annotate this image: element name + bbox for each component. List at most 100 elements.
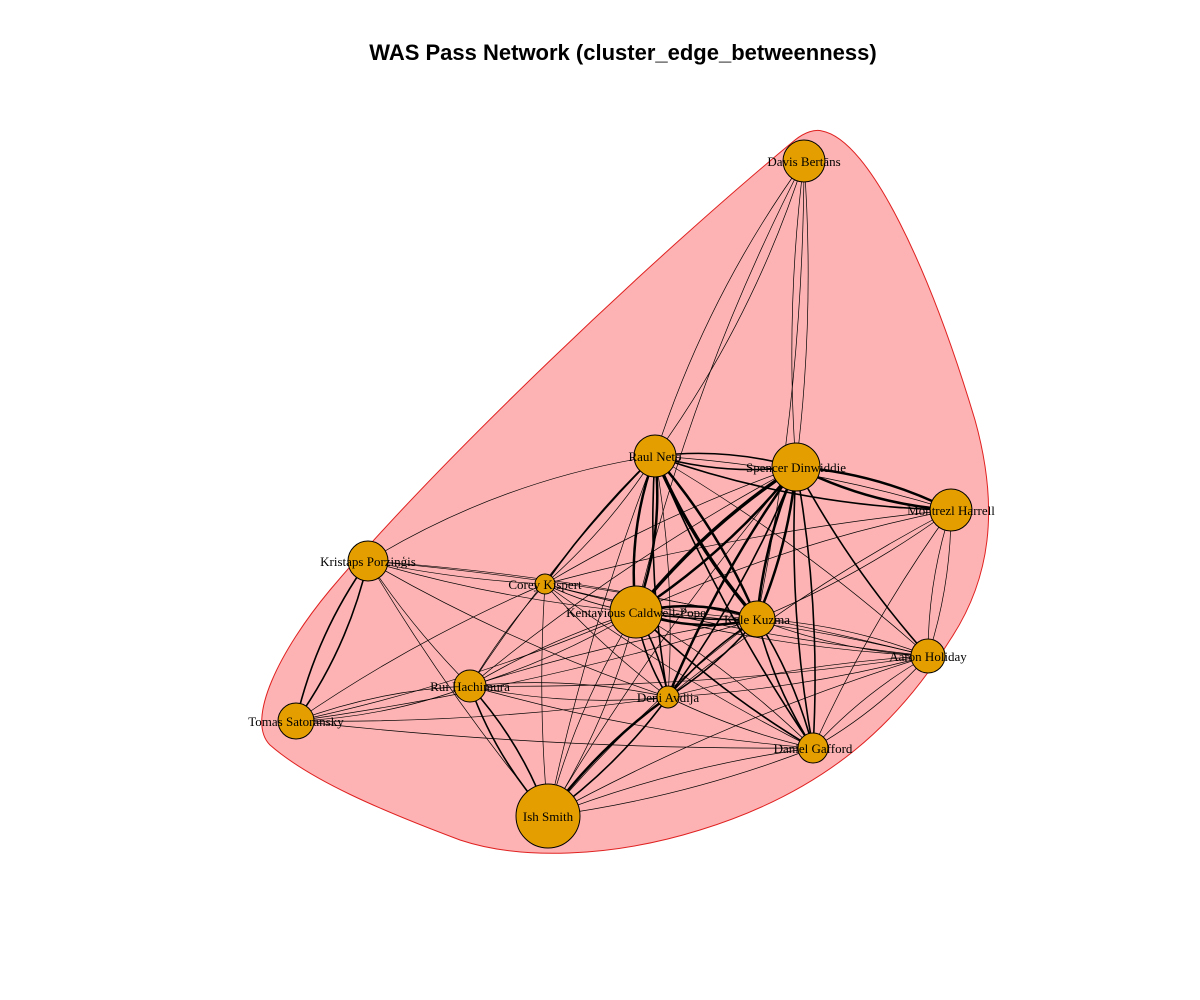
edge-bertans-neto — [654, 160, 805, 457]
edge-neto-smith — [547, 455, 656, 817]
edge-harrell-kuzma — [756, 509, 952, 620]
node-smith — [515, 783, 581, 849]
node-circle-bertans — [782, 139, 826, 183]
edge-dinwiddie-kispert — [544, 466, 797, 585]
node-label-porzingis: Kristaps Porziņģis — [320, 554, 416, 569]
edge-harrell-gafford — [812, 509, 952, 749]
node-layer: Davis Bertāns Raul Neto Spencer Dinwiddie M… — [248, 139, 995, 849]
node-circle-neto — [633, 434, 677, 478]
edge-harrell-kispert — [544, 509, 952, 585]
edge-dinwiddie-gafford — [795, 466, 816, 749]
node-label-kuzma: Kyle Kuzma — [724, 612, 790, 627]
node-label-kispert: Corey Kispert — [508, 577, 582, 592]
node-circle-holiday — [910, 638, 946, 674]
node-label-gafford: Daniel Gafford — [774, 741, 853, 756]
node-satoransky — [277, 702, 315, 740]
edge-kispert-gafford — [544, 583, 814, 749]
node-hachimura — [453, 669, 487, 703]
edge-harrell-kcp — [635, 509, 952, 613]
node-circle-kispert — [534, 573, 556, 595]
node-label-harrell: Montrezl Harrell — [907, 503, 995, 518]
edge-neto-holiday — [654, 455, 929, 657]
edge-porzingis-kispert — [367, 560, 546, 585]
node-label-satoransky: Tomas Satoransky — [248, 714, 344, 729]
node-harrell — [929, 488, 973, 532]
edge-dinwiddie-gafford — [793, 466, 814, 749]
node-circle-kuzma — [738, 600, 776, 638]
node-holiday — [910, 638, 946, 674]
edge-hachimura-gafford — [469, 685, 814, 749]
node-kispert — [534, 573, 556, 595]
node-label-holiday: Aaron Holiday — [889, 649, 967, 664]
edge-neto-hachimura — [469, 455, 656, 687]
node-label-smith: Ish Smith — [523, 809, 574, 824]
edge-bertans-kuzma — [756, 160, 805, 620]
edge-gafford-smith — [547, 747, 814, 817]
edge-dinwiddie-kcp — [634, 465, 798, 614]
edge-neto-porzingis — [367, 455, 656, 562]
edge-satoransky-kuzma — [295, 618, 758, 722]
edge-kcp-holiday — [635, 611, 929, 657]
edge-kuzma-holiday — [756, 618, 929, 657]
edge-porzingis-satoransky — [295, 560, 369, 722]
node-gafford — [797, 732, 829, 764]
node-kuzma — [738, 600, 776, 638]
edge-gafford-smith — [547, 747, 814, 817]
cluster-hull — [261, 129, 990, 854]
edge-kispert-holiday — [544, 583, 929, 657]
node-label-dinwiddie: Spencer Dinwiddie — [746, 460, 846, 475]
node-circle-kcp — [609, 585, 663, 639]
node-circle-avdija — [656, 685, 680, 709]
edge-avdija-holiday — [667, 655, 929, 698]
edge-kcp-gafford — [635, 611, 814, 749]
edge-avdija-holiday — [667, 655, 929, 698]
node-label-avdija: Deni Avdija — [637, 690, 699, 705]
edge-dinwiddie-hachimura — [469, 466, 797, 687]
node-kcp — [609, 585, 663, 639]
node-label-hachimura: Rui Hachimura — [430, 679, 510, 694]
edge-kcp-holiday — [635, 611, 929, 657]
edge-kispert-avdija — [544, 583, 669, 698]
edge-kuzma-smith — [547, 618, 758, 817]
edge-neto-kuzma — [653, 454, 759, 621]
edge-hachimura-holiday — [469, 655, 929, 687]
edge-satoransky-gafford — [295, 720, 814, 749]
edge-satoransky-kispert — [295, 583, 546, 722]
node-neto — [633, 434, 677, 478]
edge-satoransky-hachimura — [295, 685, 471, 722]
edge-porzingis-satoransky — [295, 560, 369, 722]
edge-avdija-hachimura — [469, 682, 669, 698]
edge-dinwiddie-avdija — [667, 466, 797, 698]
edge-bertans-dinwiddie — [795, 160, 809, 468]
node-bertans — [782, 139, 826, 183]
node-circle-porzingis — [347, 540, 389, 582]
edge-bertans-dinwiddie — [791, 160, 805, 468]
node-circle-harrell — [929, 488, 973, 532]
node-label-kcp: Kentavious Caldwell-Pope — [566, 605, 706, 620]
chart-title: WAS Pass Network (cluster_edge_betweenne… — [369, 40, 876, 65]
edge-kuzma-holiday — [756, 618, 929, 657]
node-circle-hachimura — [453, 669, 487, 703]
edge-avdija-gafford — [667, 696, 814, 749]
edge-kcp-gafford — [635, 611, 814, 749]
edge-neto-avdija — [652, 455, 669, 698]
edge-bertans-neto — [654, 160, 805, 457]
edge-porzingis-kcp — [367, 560, 637, 613]
edge-avdija-hachimura — [469, 685, 669, 701]
node-label-neto: Raul Neto — [628, 449, 681, 464]
edge-harrell-avdija — [667, 509, 952, 698]
edge-holiday-smith — [547, 655, 929, 817]
edge-dinwiddie-holiday — [795, 466, 929, 657]
node-porzingis — [347, 540, 389, 582]
edge-dinwiddie-smith — [547, 466, 797, 817]
edge-kuzma-hachimura — [469, 618, 758, 687]
node-circle-smith — [515, 783, 581, 849]
node-avdija — [656, 685, 680, 709]
node-circle-gafford — [797, 732, 829, 764]
node-circle-dinwiddie — [771, 442, 821, 492]
node-circle-satoransky — [277, 702, 315, 740]
node-label-bertans: Davis Bertāns — [767, 154, 840, 169]
node-dinwiddie — [771, 442, 821, 492]
edge-satoransky-hachimura — [295, 685, 471, 722]
